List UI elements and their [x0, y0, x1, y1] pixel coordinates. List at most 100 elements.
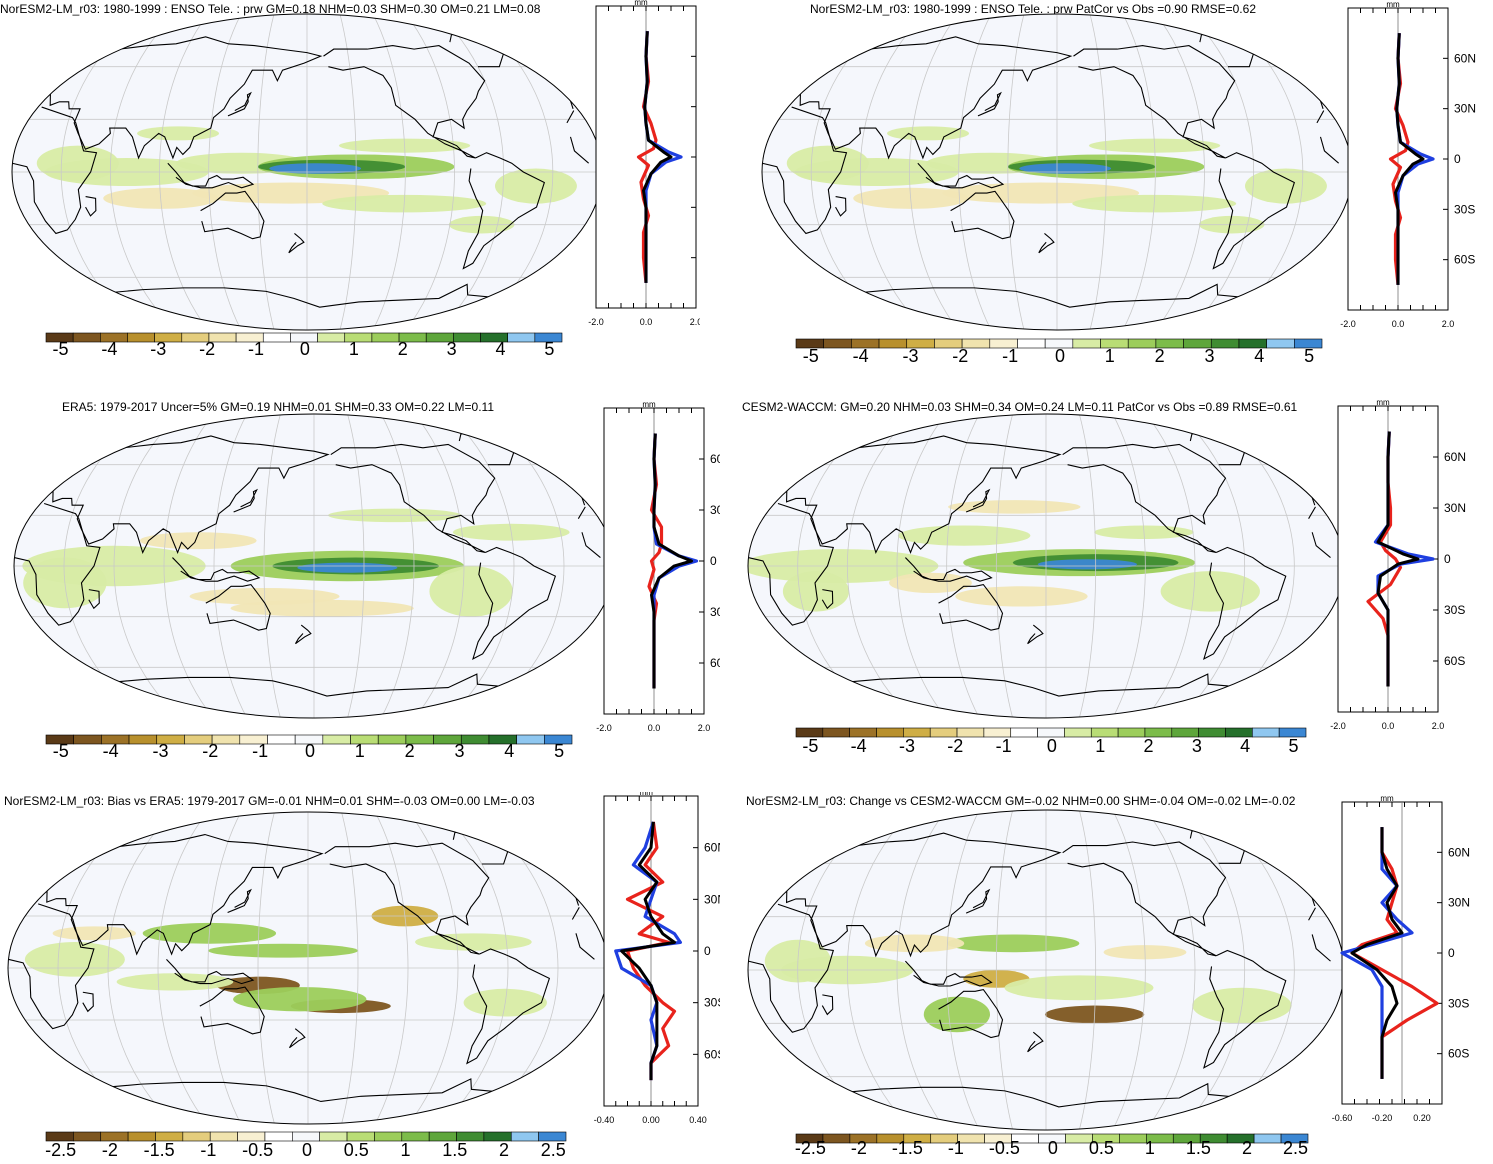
zonal-mean-plot: mm 60N 30N 0 30S 60S -0.40 0.00 0.40	[594, 792, 720, 1125]
coastline-south-america	[1203, 546, 1287, 660]
colorbar-label: -2	[199, 339, 215, 359]
coastline-japan	[233, 488, 258, 513]
longitude-gridline	[374, 812, 409, 1124]
anomaly-shading	[233, 987, 367, 1012]
colorbar-label: -2	[202, 741, 218, 761]
coastline-japan	[227, 91, 252, 117]
longitude-gridline	[372, 14, 406, 330]
colorbar-swatch	[1294, 338, 1323, 349]
anomaly-shading	[137, 126, 220, 141]
anomaly-shading	[946, 934, 1080, 953]
coastline-madagascar	[82, 991, 94, 1013]
coastline-south-america	[472, 546, 557, 660]
coastline-indonesia	[167, 162, 255, 189]
longitude-gridline	[257, 812, 275, 1124]
coastline-uk	[1307, 68, 1319, 76]
colorbar-label: -4	[853, 346, 869, 366]
colorbar-swatch	[72, 332, 101, 343]
colorbar-swatch	[822, 727, 850, 738]
longitude-gridline	[995, 810, 1014, 1130]
colorbar-label: -5	[802, 736, 818, 756]
colorbar-swatch	[1253, 1133, 1282, 1144]
colorbar-swatch	[1017, 338, 1046, 349]
longitude-gridline	[57, 812, 141, 1124]
colorbar-label: 2	[398, 339, 408, 359]
coastline-australia	[938, 988, 1004, 1039]
longitude-gridline	[471, 14, 554, 330]
coastline-japan	[227, 888, 252, 914]
longitude-gridline	[157, 812, 208, 1124]
coastline-antarctica	[62, 1078, 551, 1103]
colorbar-label: 1	[1095, 736, 1105, 756]
anomaly-shading	[786, 145, 869, 181]
colorbar-swatch	[453, 332, 481, 343]
zonal-unit-label: mm	[1380, 794, 1394, 803]
longitude-gridline	[1155, 14, 1205, 330]
longitude-gridline	[263, 414, 281, 718]
zonal-curve-black	[620, 821, 676, 1081]
longitude-gridline	[380, 414, 415, 718]
colorbar-label: -1.5	[892, 1138, 923, 1158]
zonal-curve-black	[1350, 827, 1404, 1079]
longitude-gridline	[414, 414, 465, 718]
coastline-uk	[563, 866, 575, 874]
longitude-gridline	[113, 414, 181, 718]
coastline-north-america	[1073, 45, 1236, 159]
zonal-lat-label: 30S	[1444, 603, 1465, 617]
zonal-unit-label: mm	[1376, 398, 1390, 407]
colorbar-label: 0.5	[344, 1140, 369, 1160]
longitude-gridline	[339, 14, 357, 330]
coastline-madagascar	[821, 589, 834, 610]
coastline-new-zealand	[289, 1028, 306, 1049]
coastline-madagascar	[835, 196, 847, 217]
zonal-x-tick-label: -2.0	[596, 723, 612, 733]
panel-bottom-right: NorESM2-LM_r03: Change vs CESM2-WACCM GM…	[740, 792, 1493, 1164]
colorbar-swatch	[73, 734, 102, 745]
longitude-gridline	[896, 810, 947, 1130]
coastline-antarctica	[815, 283, 1296, 308]
panel-graphics: mm 60N 30N 0 30S 60S -0.40 0.00 0.40 -2.5 -2 -1.5 -1…	[7, 792, 720, 1160]
anomaly-shading	[1244, 168, 1327, 204]
zonal-lat-label: 0	[1448, 946, 1455, 960]
panel-graphics: mm60N30N030S60S-2.00.02.0-5-4-3-2-101234…	[11, 0, 700, 359]
zonal-x-tick-label: -2.0	[1330, 721, 1346, 731]
zonal-curve-black	[1376, 431, 1420, 687]
colorbar-swatch	[1280, 1133, 1309, 1144]
colorbar-label: 0	[1055, 346, 1065, 366]
zonal-lat-label: 0	[1444, 552, 1451, 566]
coastline-north-america	[330, 443, 496, 554]
colorbar-label: 2	[1155, 346, 1165, 366]
colorbar-label: 0	[305, 741, 315, 761]
zonal-unit-label: mm	[1386, 0, 1400, 9]
longitude-gridline	[1212, 414, 1295, 718]
zonal-x-tick-label: -2.0	[1340, 319, 1356, 329]
colorbar-label: -4	[101, 339, 117, 359]
longitude-gridline	[257, 14, 275, 330]
colorbar: -5 -4 -3 -2 -1 0 1 2 3 4 5	[45, 734, 573, 761]
colorbar: -5 -4 -3 -2 -1 0 1 2 3 4 5	[795, 338, 1323, 366]
colorbar-swatch	[516, 734, 545, 745]
longitude-gridline	[797, 414, 880, 718]
longitude-gridline	[208, 14, 242, 330]
colorbar-label: -3	[150, 339, 166, 359]
zonal-curve-black	[642, 31, 673, 283]
longitude-gridline	[958, 14, 992, 330]
colorbar-label: 1	[1105, 346, 1115, 366]
coastline-australia	[938, 583, 1004, 631]
colorbar-label: -3	[152, 741, 168, 761]
zonal-lat-label: 60S	[704, 1047, 720, 1061]
colorbar-label: 2	[1242, 1138, 1252, 1158]
coastline-indonesia	[166, 958, 255, 985]
colorbar-label: 4	[1240, 736, 1250, 756]
longitude-gridline	[405, 14, 455, 330]
longitude-gridline	[946, 414, 980, 718]
panel-title: NorESM2-LM_r03: Bias vs ERA5: 1979-2017 …	[4, 794, 535, 808]
zonal-x-tick-label: 0.0	[640, 317, 653, 327]
longitude-gridline	[896, 414, 947, 718]
zonal-lat-label: 60N	[1448, 845, 1470, 859]
longitude-gridline	[810, 14, 893, 330]
colorbar-label: -2	[102, 1140, 118, 1160]
colorbar-swatch	[822, 1133, 851, 1144]
zonal-x-tick-label: -0.20	[1372, 1113, 1393, 1123]
colorbar-label: 1	[355, 741, 365, 761]
